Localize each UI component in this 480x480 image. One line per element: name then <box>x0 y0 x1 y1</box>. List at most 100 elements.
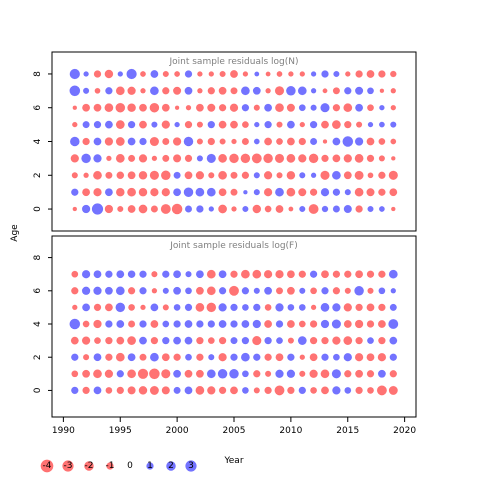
residual-bubble <box>173 303 181 311</box>
residual-bubble <box>195 187 205 197</box>
residual-bubble <box>366 154 375 163</box>
residual-bubble <box>389 70 397 78</box>
residual-bubble <box>195 270 204 279</box>
residual-bubble <box>241 121 249 129</box>
residual-bubble <box>127 204 136 214</box>
residual-bubble <box>115 352 125 362</box>
residual-bubble <box>69 318 81 330</box>
y-tick-label: 8 <box>33 254 43 260</box>
residual-bubble <box>171 203 183 215</box>
residual-bubble <box>252 204 262 214</box>
residual-bubble <box>332 336 341 345</box>
residual-bubble <box>116 270 125 279</box>
residual-bubble <box>174 71 181 77</box>
residual-bubble <box>388 385 398 395</box>
residual-bubble <box>354 187 364 197</box>
legend-label: 3 <box>188 461 194 471</box>
residual-bubble <box>162 70 169 78</box>
legend-bubble <box>84 461 94 471</box>
residual-bubble <box>104 303 113 312</box>
residual-bubble <box>231 206 237 212</box>
residual-bubble <box>218 319 227 329</box>
residual-bubble <box>286 120 295 129</box>
residual-bubble <box>218 103 227 112</box>
residual-bubble <box>138 187 148 197</box>
residual-bubble <box>173 353 181 361</box>
residual-bubble <box>299 370 306 377</box>
residual-bubble <box>321 205 329 213</box>
residual-bubble <box>172 137 182 146</box>
residual-bubble <box>378 270 386 278</box>
residual-bubble <box>72 105 78 110</box>
residual-bubble <box>81 286 91 296</box>
residual-bubble <box>378 155 386 162</box>
residual-bubble <box>218 188 227 197</box>
residual-bubble <box>197 71 203 77</box>
residual-bubble <box>160 203 171 215</box>
residual-bubble <box>195 385 205 395</box>
residual-bubble <box>71 370 79 378</box>
residual-bubble <box>104 103 114 113</box>
residual-bubble <box>116 319 125 329</box>
residual-bubble <box>139 270 147 278</box>
residual-bubble <box>91 203 104 215</box>
residual-bubble <box>379 88 385 94</box>
residual-bubble <box>207 386 216 395</box>
residual-bubble <box>286 137 295 146</box>
residual-bubble <box>343 336 353 346</box>
residual-bubble <box>185 287 192 295</box>
residual-bubble <box>309 137 318 146</box>
residual-bubble <box>127 187 137 197</box>
residual-bubble <box>69 68 81 80</box>
residual-bubble <box>151 121 158 128</box>
y-tick-label: 6 <box>33 288 43 294</box>
residual-bubble <box>230 171 238 179</box>
residual-bubble <box>127 336 137 346</box>
residual-bubble <box>137 368 149 380</box>
residual-bubble <box>332 353 340 361</box>
residual-bubble <box>207 137 216 146</box>
residual-bubble <box>286 103 296 112</box>
residual-bubble <box>321 336 329 345</box>
residual-bubble <box>367 205 374 213</box>
residual-bubble <box>229 103 239 112</box>
residual-bubble <box>185 104 192 111</box>
residual-bubble <box>196 205 204 213</box>
residual-bubble <box>82 303 91 312</box>
residual-bubble <box>161 369 171 379</box>
residual-bubble <box>174 121 180 128</box>
residual-bubble <box>138 204 148 214</box>
legend-label: -3 <box>64 461 73 471</box>
residual-bubble <box>310 88 317 94</box>
residual-bubble <box>71 188 79 196</box>
residual-bubble <box>331 170 341 180</box>
residual-bubble <box>298 137 307 146</box>
residual-bubble <box>195 286 204 295</box>
residual-bubble <box>332 154 341 163</box>
residual-bubble <box>93 319 102 329</box>
residual-bubble <box>81 153 91 164</box>
residual-bubble <box>139 287 147 295</box>
residual-bubble <box>138 336 148 345</box>
residual-bubble <box>82 103 91 112</box>
residual-bubble <box>253 353 261 361</box>
residual-bubble <box>320 386 330 395</box>
residual-bubble <box>252 335 262 346</box>
residual-bubble <box>298 320 306 328</box>
residual-bubble <box>82 87 90 94</box>
residual-bubble <box>254 121 260 128</box>
residual-bubble <box>206 369 216 379</box>
residual-bubble <box>196 336 204 345</box>
residual-bubble <box>275 187 284 197</box>
residual-bubble <box>309 369 318 379</box>
residual-bubble <box>208 172 215 179</box>
residual-bubble <box>161 353 170 362</box>
residual-bubble <box>185 271 192 278</box>
residual-bubble <box>69 85 81 97</box>
residual-bubble <box>320 369 330 379</box>
residual-bubble <box>366 69 375 79</box>
x-tick-label: 2015 <box>336 426 359 436</box>
residual-bubble <box>321 154 329 163</box>
residual-bubble <box>69 136 80 147</box>
residual-bubble <box>286 187 296 197</box>
